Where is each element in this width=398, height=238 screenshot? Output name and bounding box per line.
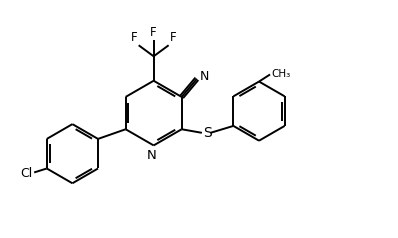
Text: F: F — [131, 31, 137, 45]
Text: N: N — [147, 149, 157, 162]
Text: CH₃: CH₃ — [271, 69, 291, 79]
Text: S: S — [203, 126, 212, 140]
Text: Cl: Cl — [20, 167, 33, 180]
Text: N: N — [200, 70, 209, 83]
Text: F: F — [170, 31, 177, 45]
Text: F: F — [150, 25, 157, 39]
